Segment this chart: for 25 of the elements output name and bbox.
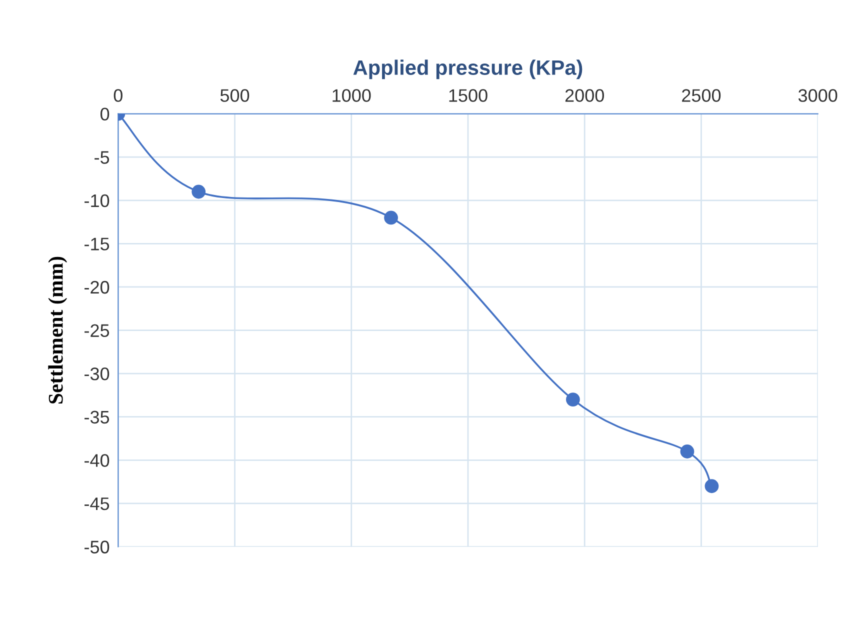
y-tick-label: -45 [84,498,110,510]
point [704,479,719,494]
y-tick-label: -40 [84,454,110,467]
y-tick-label: 0 [100,108,110,121]
y-tick-label: -20 [84,280,110,294]
point [384,210,398,225]
x-tick-label: 2500 [682,89,721,102]
point [192,184,206,199]
y-tick-label: -25 [84,324,110,337]
x-tick-label: 0 [114,89,122,102]
y-tick-label: -15 [84,238,110,250]
x-tick-label: 2000 [565,89,604,102]
x-tick-label: 500 [220,89,250,102]
point [680,444,694,458]
y-tick-label: -35 [84,410,110,424]
y-axis-title: Settlement (mm) [48,256,68,404]
x-tick-label: 3000 [798,89,838,102]
x-axis-title: Applied pressure (KPa) [353,60,582,80]
x-tick-label: 1000 [332,89,371,102]
point [566,392,580,406]
y-tick-label: -5 [94,151,110,164]
y-tick-label: -10 [84,194,110,208]
y-tick-label: -30 [84,368,110,380]
y-tick-label: -50 [84,540,110,554]
x-tick-label: 1500 [449,89,488,102]
